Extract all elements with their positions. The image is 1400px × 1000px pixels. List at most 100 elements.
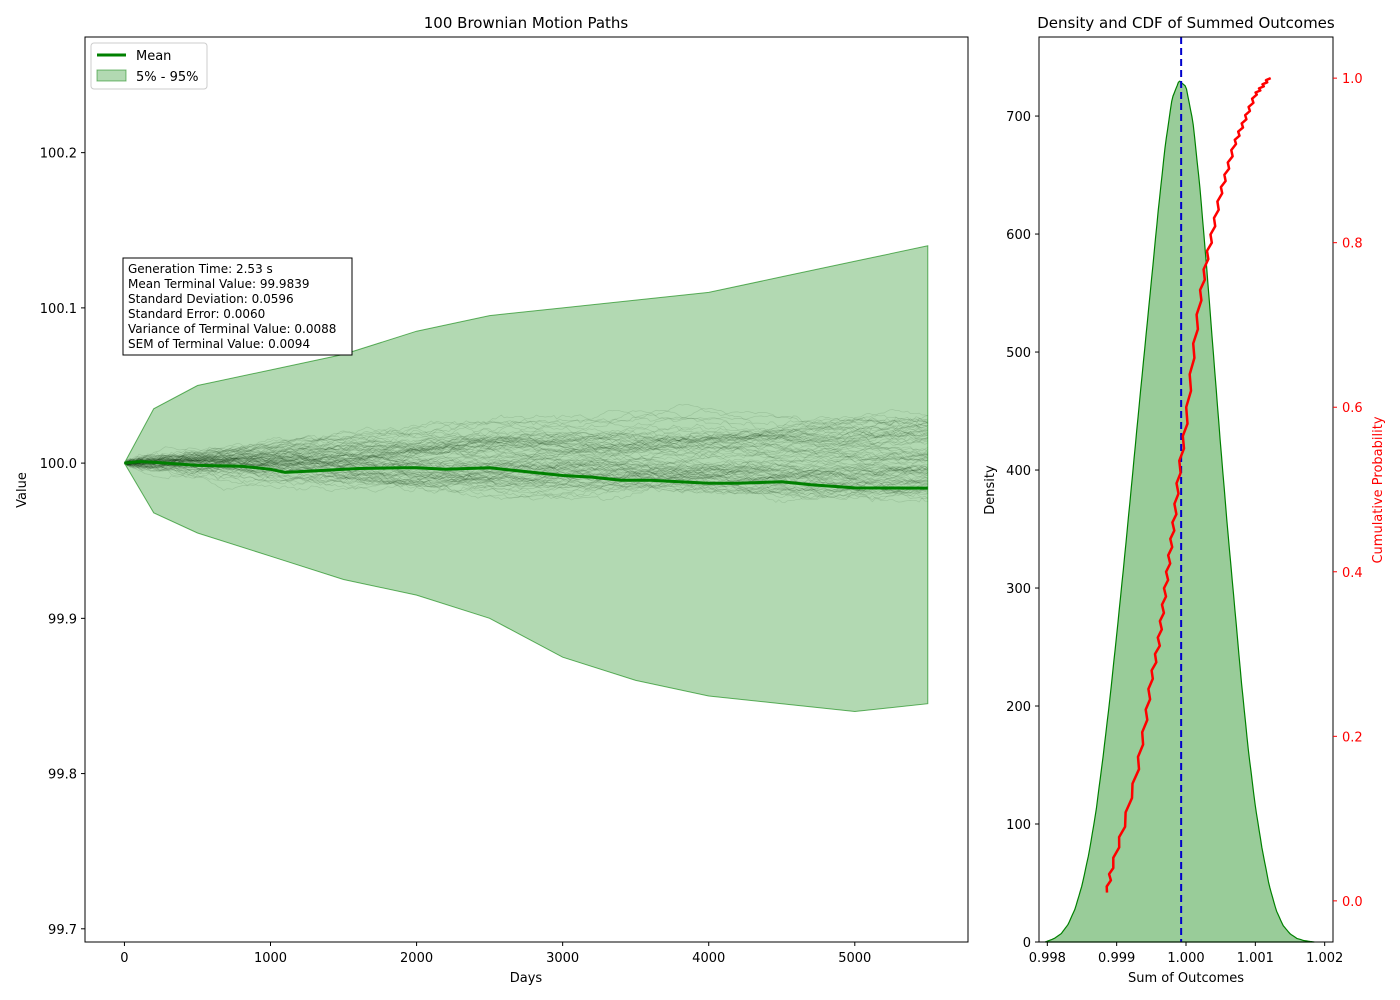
brownian-path: [124, 417, 928, 466]
y2-tick-label: 1.0: [1342, 72, 1363, 87]
brownian-path: [124, 408, 929, 470]
right-yticks-secondary: 0.0 0.2 0.4 0.6 0.8 1.0: [1333, 72, 1363, 910]
brownian-path: [124, 455, 928, 473]
legend-band-swatch: [96, 69, 127, 82]
y-tick-label: 100.1: [40, 302, 77, 317]
brownian-path: [124, 439, 928, 468]
brownian-path: [124, 442, 929, 468]
y2-tick-label: 0.8: [1342, 237, 1363, 252]
brownian-path: [124, 462, 928, 491]
brownian-path: [124, 423, 928, 464]
brownian-path: [124, 453, 928, 498]
brownian-path: [124, 453, 928, 494]
x-tick-label: 1.000: [1167, 951, 1204, 966]
brownian-path: [124, 416, 928, 464]
brownian-path: [124, 409, 928, 465]
brownian-path: [124, 437, 928, 467]
brownian-path: [124, 429, 928, 466]
brownian-path: [124, 454, 928, 483]
percentile-band: [123, 245, 929, 713]
brownian-path: [124, 438, 929, 468]
brownian-path: [124, 454, 928, 494]
stats-line: Variance of Terminal Value: 0.0088: [128, 322, 336, 336]
brownian-path: [124, 439, 928, 477]
brownian-path: [124, 415, 928, 467]
brownian-path: [124, 446, 928, 482]
x-tick-label: 1.002: [1306, 951, 1343, 966]
brownian-path: [124, 457, 928, 489]
brownian-path: [124, 424, 928, 466]
brownian-path: [124, 460, 928, 488]
y-tick-label: 100.0: [40, 457, 77, 472]
y2-tick-label: 0.4: [1342, 566, 1363, 581]
brownian-path: [124, 424, 928, 466]
brownian-path: [124, 462, 928, 504]
stats-line: Generation Time: 2.53 s: [128, 262, 273, 276]
brownian-path: [124, 420, 929, 471]
stats-line: Standard Deviation: 0.0596: [128, 292, 294, 306]
y-tick-label: 0: [1023, 936, 1031, 951]
right-xticks: 0.998 0.999 1.000 1.001 1.002: [1029, 942, 1343, 966]
y-tick-label: 100.2: [40, 147, 77, 162]
brownian-path: [124, 416, 928, 467]
left-mean: [124, 460, 928, 490]
brownian-path: [124, 450, 928, 479]
left-band: [123, 245, 929, 713]
brownian-path: [124, 454, 928, 483]
brownian-path: [124, 456, 928, 495]
x-tick-label: 3000: [546, 951, 579, 966]
density-area: [1044, 80, 1315, 943]
x-tick-label: 1.001: [1237, 951, 1274, 966]
brownian-path: [124, 454, 928, 482]
right-panel: Density and CDF of Summed Outcomes 0.998…: [983, 14, 1386, 986]
x-tick-label: 4000: [692, 951, 725, 966]
right-density: [1044, 80, 1315, 943]
brownian-path: [124, 410, 928, 466]
x-tick-label: 1000: [254, 951, 287, 966]
brownian-path: [124, 451, 929, 489]
left-ylabel: Value: [15, 472, 30, 508]
brownian-path: [124, 427, 928, 469]
brownian-path: [124, 409, 928, 465]
brownian-path: [124, 462, 928, 488]
y-tick-label: 700: [1006, 110, 1031, 125]
brownian-path: [124, 423, 929, 467]
brownian-path: [124, 420, 928, 473]
y-tick-label: 200: [1006, 700, 1031, 715]
brownian-path: [124, 459, 928, 495]
left-yticks: 99.7 99.8 99.9 100.0 100.1 100.2: [40, 147, 85, 938]
brownian-path: [124, 430, 928, 466]
brownian-path: [124, 418, 928, 467]
brownian-path: [124, 416, 928, 465]
x-tick-label: 5000: [838, 951, 871, 966]
brownian-path: [124, 454, 928, 499]
right-ylabel-secondary: Cumulative Probability: [1371, 416, 1386, 563]
legend: Mean 5% - 95%: [90, 42, 208, 90]
y-tick-label: 600: [1006, 228, 1031, 243]
brownian-path: [124, 459, 928, 495]
brownian-path: [124, 436, 929, 474]
y-tick-label: 99.7: [48, 923, 77, 938]
x-tick-label: 0: [120, 951, 128, 966]
x-tick-label: 2000: [400, 951, 433, 966]
brownian-path: [124, 445, 928, 475]
brownian-path: [124, 458, 928, 476]
brownian-path: [124, 426, 928, 466]
y-tick-label: 100: [1006, 818, 1031, 833]
brownian-path: [124, 442, 928, 481]
y-tick-label: 99.9: [48, 612, 77, 627]
y-tick-label: 300: [1006, 582, 1031, 597]
mean-line: [124, 460, 928, 490]
stats-box: [122, 257, 353, 356]
right-xlabel: Sum of Outcomes: [1128, 971, 1244, 986]
y2-tick-label: 0.2: [1342, 730, 1363, 745]
brownian-path: [124, 462, 929, 492]
left-axes-frame: [84, 36, 969, 943]
legend-mean-label: Mean: [136, 49, 171, 64]
brownian-path: [124, 453, 928, 482]
stats-line: SEM of Terminal Value: 0.0094: [128, 337, 310, 351]
brownian-path: [124, 461, 928, 501]
left-panel: 100 Brownian Motion Paths 0 1000 2000 3000 4…: [15, 14, 969, 986]
brownian-path: [124, 425, 928, 472]
